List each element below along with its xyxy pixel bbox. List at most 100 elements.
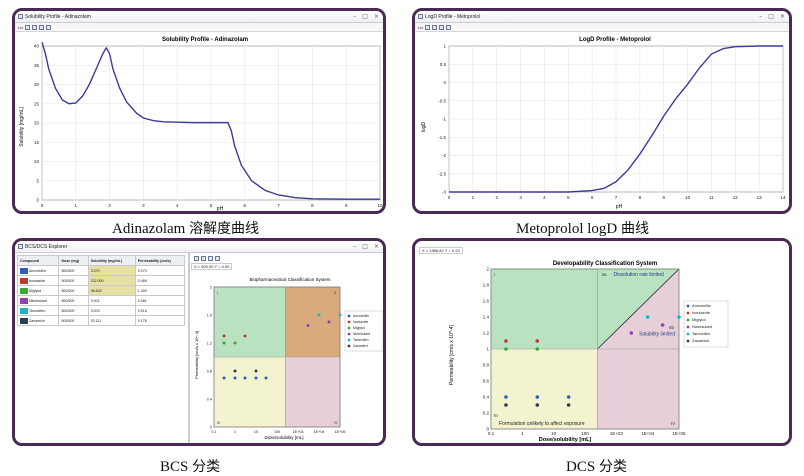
data-point bbox=[243, 376, 247, 380]
zoom-icon[interactable] bbox=[194, 256, 199, 261]
dose-cell[interactable]: 500/500 bbox=[58, 315, 89, 326]
x-tick-label: 4 bbox=[176, 203, 179, 208]
y-tick-label: 35 bbox=[34, 63, 40, 68]
legend-marker bbox=[347, 320, 351, 324]
col-permeability[interactable]: Permeability (cm/s) bbox=[134, 255, 186, 266]
legend-marker bbox=[347, 314, 351, 318]
close-icon[interactable]: × bbox=[373, 243, 379, 250]
chart-icon[interactable] bbox=[201, 256, 206, 261]
copy-icon[interactable] bbox=[39, 24, 45, 30]
x-axis-label: Dose/solubility [mL] bbox=[539, 437, 592, 443]
y-tick-label: 25 bbox=[34, 101, 40, 106]
data-point bbox=[645, 315, 650, 319]
x-tick-label: 100 bbox=[274, 430, 280, 434]
col-dose[interactable]: Dose (mg) bbox=[58, 255, 89, 266]
dcs-chart: Developability Classification System Per… bbox=[449, 261, 729, 443]
caption-dcs: DCS 分类 bbox=[566, 459, 627, 475]
permeability-cell[interactable]: 0.081 bbox=[134, 295, 186, 306]
permeability-cell[interactable]: 0.073 bbox=[134, 265, 186, 276]
table-row[interactable]: Miglytol 500/500 96.600 1.400 bbox=[16, 285, 186, 296]
x-tick-label: 1E+05 bbox=[334, 430, 345, 434]
app-icon bbox=[18, 244, 23, 249]
y-axis-label: logD bbox=[421, 121, 427, 132]
table-row[interactable]: Zanamivir 500/500 20.111 0.176 bbox=[16, 315, 186, 326]
minimize-icon[interactable]: – bbox=[759, 13, 763, 20]
x-tick-label: 6 bbox=[591, 195, 594, 200]
solubility-cell[interactable]: 96.600 bbox=[87, 285, 136, 296]
solubility-cell[interactable]: 20.111 bbox=[87, 315, 136, 326]
close-icon[interactable]: × bbox=[779, 13, 785, 20]
x-tick-label: 5 bbox=[210, 203, 213, 208]
table-row[interactable]: Nimesulant 500/500 0.001 0.081 bbox=[16, 295, 186, 306]
minimize-icon[interactable]: – bbox=[353, 13, 357, 20]
save-icon[interactable] bbox=[46, 24, 52, 30]
compound-table: Compound Dose (mg) Solubility (mg/mL) Pe… bbox=[16, 255, 186, 326]
x-tick-label: 13 bbox=[757, 195, 763, 200]
table-row[interactable]: Isoniazide 500/500 232.000 0.466 bbox=[16, 275, 186, 286]
copy-icon[interactable] bbox=[208, 256, 213, 261]
dose-cell[interactable]: 500/500 bbox=[58, 265, 89, 276]
series-color-swatch bbox=[20, 277, 28, 284]
x-tick-label: 10 bbox=[377, 203, 383, 208]
y-tick-label: 1 bbox=[486, 347, 489, 352]
panel-bcs-window: BCS/DCS Explorer – □ × Compound Dose (mg) … bbox=[12, 238, 386, 446]
legend-label: Amoxicillin bbox=[692, 303, 711, 308]
permeability-cell[interactable]: 0.176 bbox=[134, 315, 186, 326]
scale-toggle-button[interactable]: Lin bbox=[418, 24, 424, 30]
series-color-swatch bbox=[20, 267, 28, 274]
table-icon[interactable] bbox=[432, 24, 438, 30]
maximize-icon[interactable]: □ bbox=[362, 243, 368, 250]
chart-divider[interactable] bbox=[188, 253, 190, 443]
panel-dcs-window: X = 1386.82 Y = 0.23 Developability Clas… bbox=[412, 238, 792, 446]
y-tick-label: 40 bbox=[34, 44, 40, 49]
permeability-cell[interactable]: 1.400 bbox=[134, 285, 186, 296]
quadrant-IV bbox=[285, 357, 340, 427]
maximize-icon[interactable]: □ bbox=[362, 13, 368, 20]
x-tick-label: 2 bbox=[495, 195, 498, 200]
permeability-cell[interactable]: 0.016 bbox=[134, 305, 186, 316]
x-tick-label: 7 bbox=[615, 195, 618, 200]
chart-icon[interactable] bbox=[25, 24, 31, 30]
x-tick-label: 0.1 bbox=[488, 431, 495, 436]
col-solubility[interactable]: Solubility (mg/mL) bbox=[87, 255, 136, 266]
y-tick-label: -3 bbox=[442, 190, 446, 195]
coordinate-readout: X = 1386.82 Y = 0.23 bbox=[419, 247, 463, 254]
data-point bbox=[677, 315, 681, 319]
table-row[interactable]: Amoxicillin 500/500 3.370 0.073 bbox=[16, 265, 186, 276]
maximize-icon[interactable]: □ bbox=[768, 13, 774, 20]
legend-label: Isoniazide bbox=[692, 310, 711, 315]
legend-label: Amoxicillin bbox=[353, 314, 369, 318]
coordinate-readout: X = 500.00 Y = 0.50 bbox=[191, 263, 233, 270]
solubility-cell[interactable]: 0.001 bbox=[87, 295, 136, 306]
solubility-cell[interactable]: 3.370 bbox=[87, 265, 136, 276]
window-title: LogD Profile - Metoprolol bbox=[425, 13, 481, 20]
dose-cell[interactable]: 500/500 bbox=[58, 275, 89, 286]
y-tick-label: 0.4 bbox=[483, 395, 490, 400]
y-tick-label: 0.6 bbox=[483, 379, 490, 384]
compound-name: Tamoxifen bbox=[28, 308, 46, 313]
copy-icon[interactable] bbox=[439, 24, 445, 30]
dose-cell[interactable]: 500/500 bbox=[58, 295, 89, 306]
save-icon[interactable] bbox=[215, 256, 220, 261]
table-icon[interactable] bbox=[32, 24, 38, 30]
permeability-cell[interactable]: 0.466 bbox=[134, 275, 186, 286]
data-point bbox=[233, 376, 237, 380]
solubility-cell[interactable]: 0.003 bbox=[87, 305, 136, 316]
caption-solubility: Adinazolam 溶解度曲线 bbox=[112, 221, 260, 237]
solubility-cell[interactable]: 232.000 bbox=[87, 275, 136, 286]
scale-toggle-button[interactable]: Lin bbox=[18, 24, 24, 30]
compound-cell: Nimesulant bbox=[16, 295, 60, 306]
minimize-icon[interactable]: – bbox=[353, 243, 357, 250]
save-icon[interactable] bbox=[446, 24, 452, 30]
toolbar: Lin bbox=[415, 23, 789, 32]
bcs-chart: Biopharmaceutical Classification System … bbox=[194, 277, 383, 440]
dose-cell[interactable]: 500/500 bbox=[58, 285, 89, 296]
table-row[interactable]: Tamoxifen 500/500 0.003 0.016 bbox=[16, 305, 186, 316]
dose-cell[interactable]: 500/500 bbox=[58, 305, 89, 316]
chart-icon[interactable] bbox=[425, 24, 431, 30]
compound-name: Miglytol bbox=[29, 288, 42, 293]
compound-name: Zanamivir bbox=[29, 318, 45, 323]
legend-marker bbox=[686, 325, 690, 329]
col-compound[interactable]: Compound bbox=[16, 255, 60, 266]
close-icon[interactable]: × bbox=[373, 13, 379, 20]
